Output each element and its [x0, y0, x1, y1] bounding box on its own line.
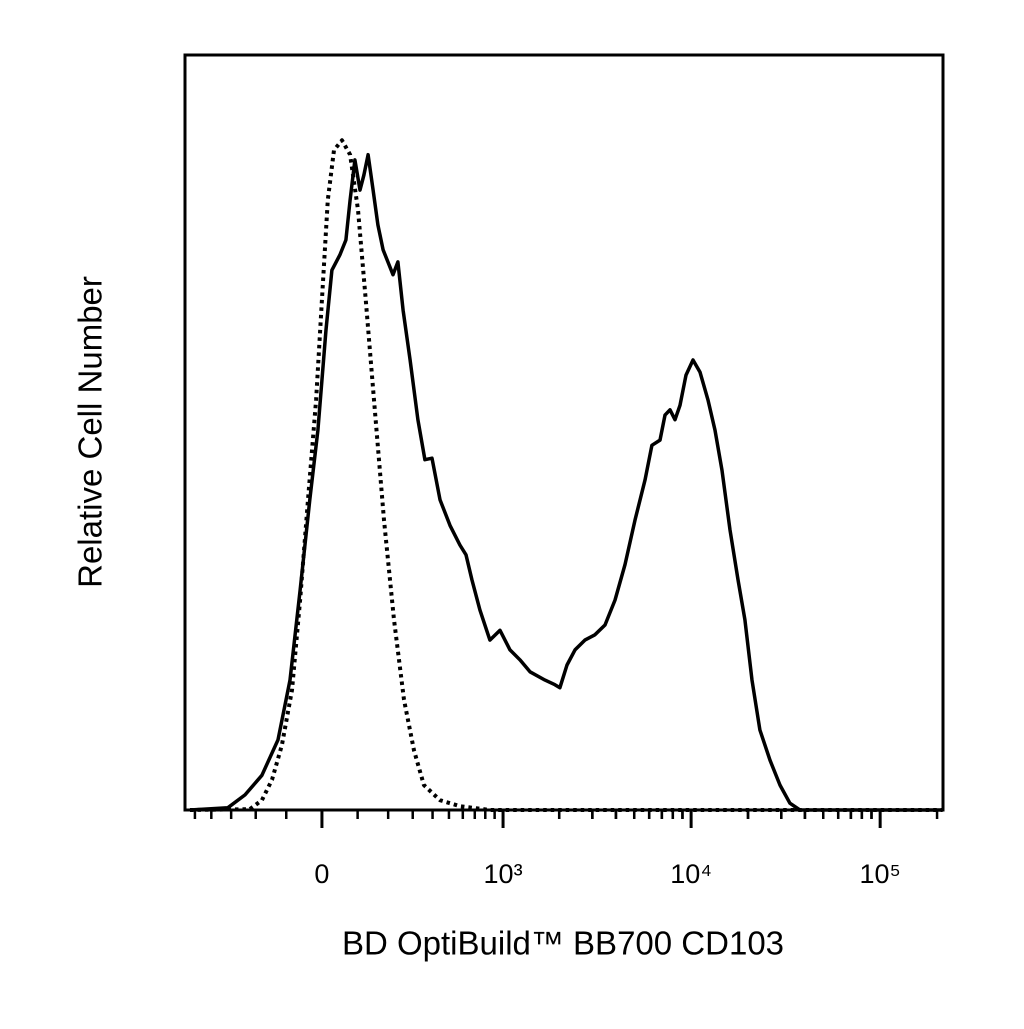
x-tick-label: 10⁵	[860, 859, 901, 889]
histogram-line	[189, 152, 943, 812]
x-tick-label: 0	[314, 859, 329, 889]
x-tick-label: 10⁴	[670, 859, 712, 889]
y-axis-label: Relative Cell Number	[72, 276, 109, 588]
histogram-line	[189, 138, 943, 812]
x-axis-label: BD OptiBuild™ BB700 CD103	[342, 925, 784, 962]
plot-frame	[183, 53, 945, 812]
x-tick-label: 10³	[484, 859, 523, 889]
